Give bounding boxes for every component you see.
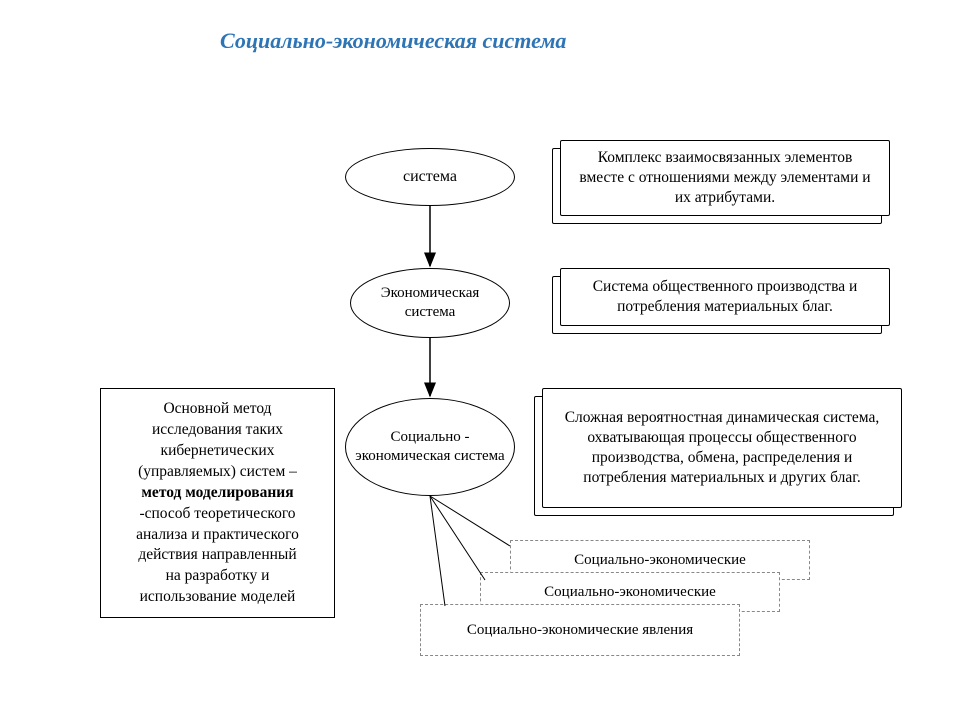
desc-1: Комплекс взаимосвязанных элементов вмест…	[560, 140, 890, 216]
stack-box-3: Социально-экономические явления	[420, 604, 740, 656]
node-socio-economic-system: Социально - экономическая система	[345, 398, 515, 496]
diagram-stage: Социально-экономическая система система …	[0, 0, 960, 720]
page-title: Социально-экономическая система	[220, 28, 566, 54]
desc-2: Система общественного производства и пот…	[560, 268, 890, 326]
node-system: система	[345, 148, 515, 206]
node-economic-system: Экономическая система	[350, 268, 510, 338]
desc-3: Сложная вероятностная динамическая систе…	[542, 388, 902, 508]
left-note: Основной методисследования такихкибернет…	[100, 388, 335, 618]
